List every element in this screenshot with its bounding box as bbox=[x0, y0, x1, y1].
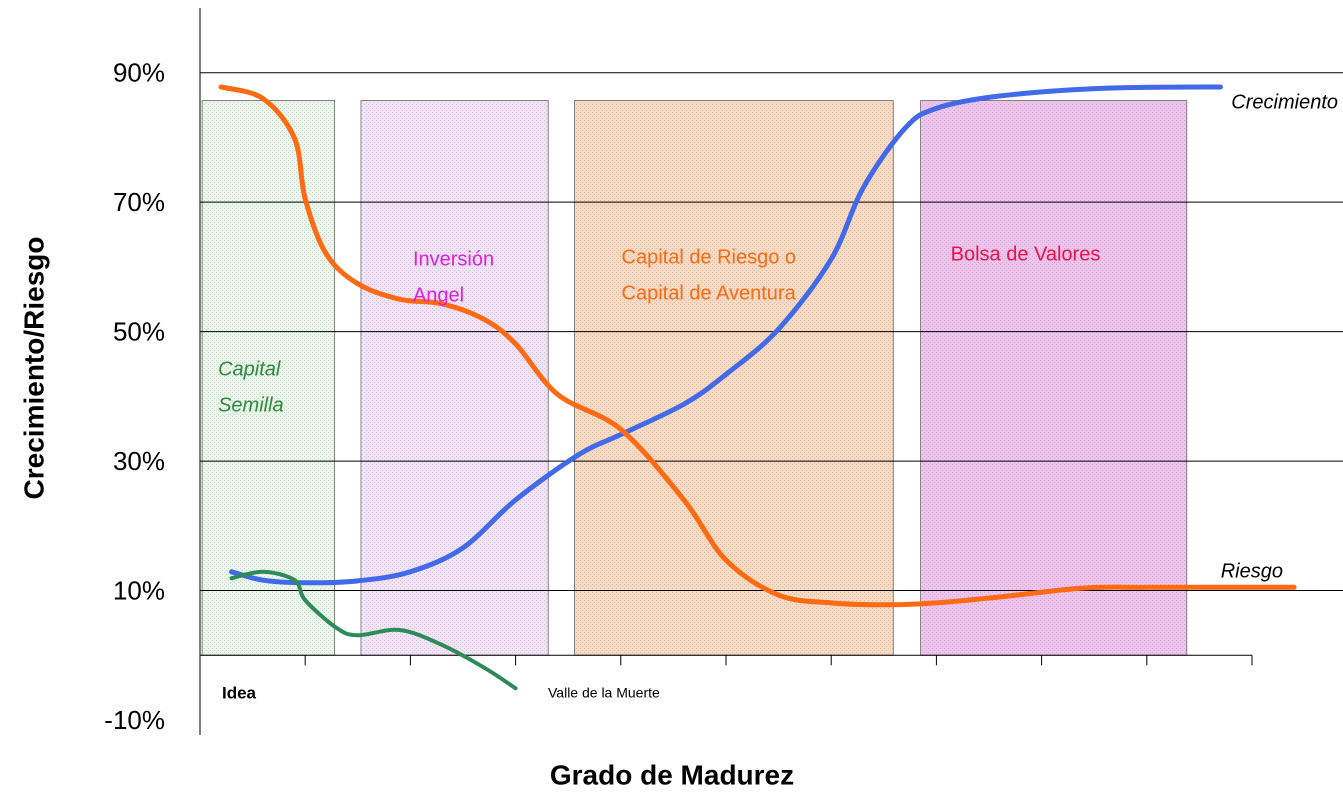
series-line bbox=[229, 84, 1223, 586]
band-label: Capital de Riesgo o bbox=[622, 246, 797, 268]
band-label: Capital bbox=[218, 358, 281, 380]
band-label: Capital de Aventura bbox=[622, 282, 797, 304]
y-tick-label: 10% bbox=[113, 575, 165, 605]
band-texture bbox=[920, 100, 1187, 656]
y-tick-label: 90% bbox=[113, 58, 165, 88]
series-label: Crecimiento bbox=[1231, 91, 1338, 113]
band-label: Bolsa de Valores bbox=[951, 243, 1101, 265]
x-axis-title: Grado de Madurez bbox=[550, 759, 794, 790]
series-label: Valle de la Muerte bbox=[548, 685, 660, 701]
band-label: Angel bbox=[413, 284, 464, 306]
y-tick-label: 70% bbox=[113, 187, 165, 217]
series-label: Riesgo bbox=[1221, 560, 1283, 582]
y-tick-label: 50% bbox=[113, 317, 165, 347]
series-line bbox=[218, 84, 1297, 608]
series-line bbox=[229, 569, 518, 691]
y-tick-label: -10% bbox=[104, 705, 165, 735]
band-texture bbox=[202, 100, 335, 656]
annotation: Idea bbox=[222, 683, 257, 702]
band-label: Inversión bbox=[413, 248, 494, 270]
y-axis-title: Crecimiento/Riesgo bbox=[18, 237, 49, 500]
band-texture bbox=[574, 100, 894, 656]
band-texture bbox=[360, 100, 549, 656]
band-label: Semilla bbox=[218, 394, 284, 416]
y-tick-label: 30% bbox=[113, 446, 165, 476]
